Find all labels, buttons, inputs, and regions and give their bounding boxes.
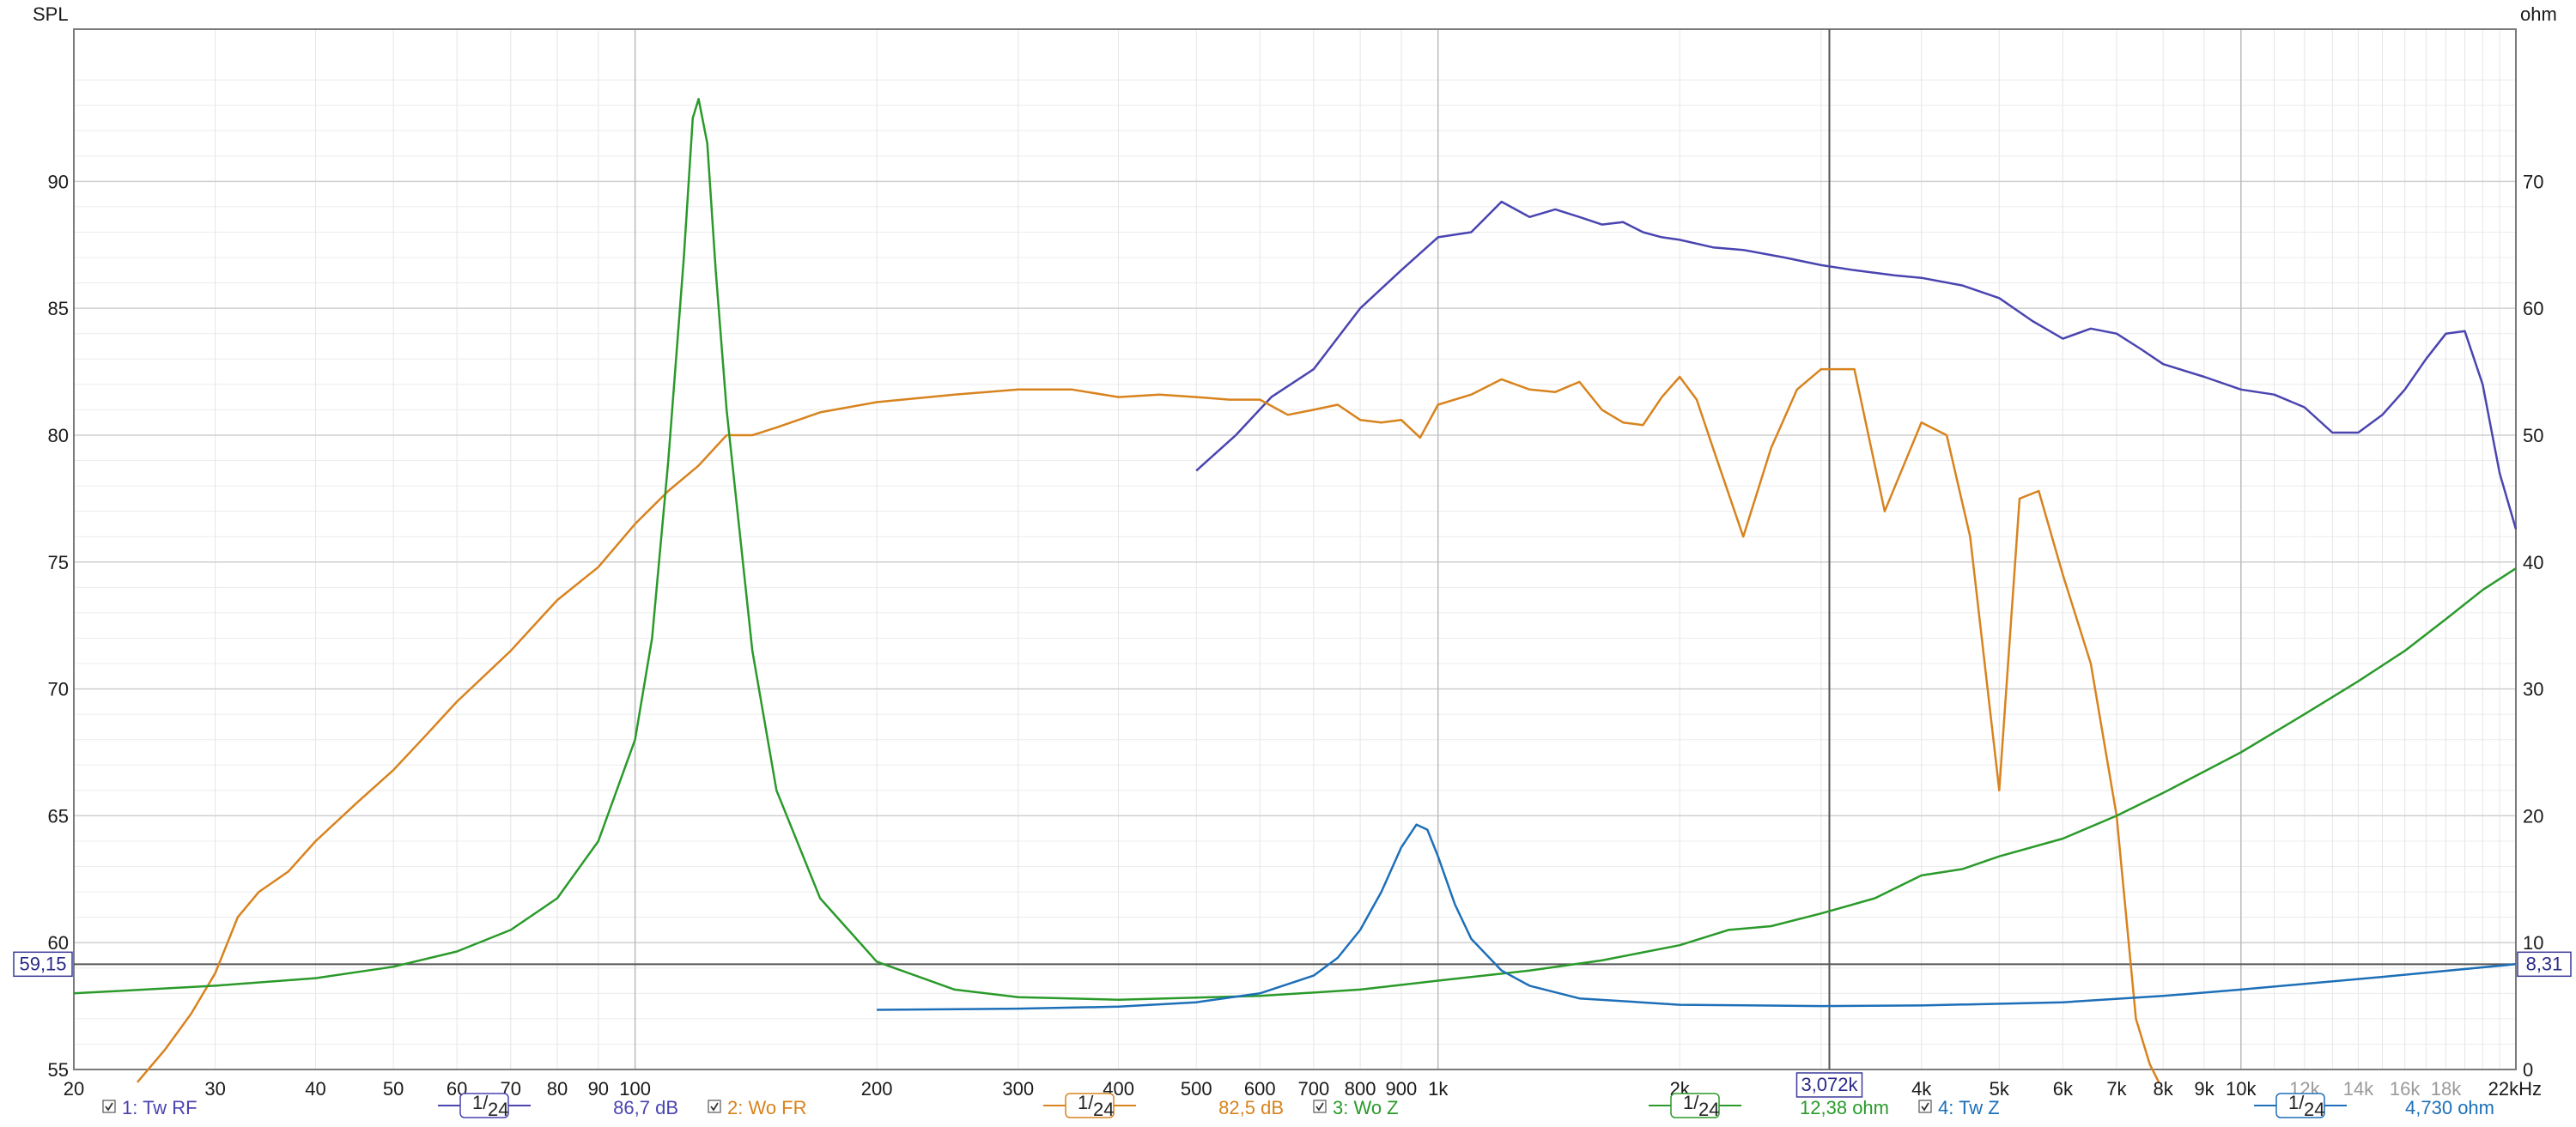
legend-series-name: 3: Wo Z	[1333, 1097, 1399, 1118]
smoothing-label-denominator: 24	[488, 1099, 508, 1120]
x-tick-label: 14k	[2343, 1078, 2374, 1100]
legend-entry-4[interactable]: 4: Tw Z 1/24 4,730 ohm	[1918, 1092, 2494, 1120]
right-tick-label: 60	[2523, 298, 2543, 319]
x-tick-label: 16k	[2390, 1078, 2421, 1100]
legend-readout: 4,730 ohm	[2405, 1097, 2494, 1118]
smoothing-label: 1/	[1683, 1092, 1699, 1113]
x-tick-label: 10k	[2226, 1078, 2257, 1100]
left-tick-label: 55	[48, 1059, 69, 1081]
legend-entry-3[interactable]: 3: Wo Z 1/24 12,38 ohm	[1313, 1092, 1889, 1120]
x-tick-label: 22kHz	[2488, 1078, 2542, 1100]
legend-readout: 82,5 dB	[1218, 1097, 1284, 1118]
smoothing-selector[interactable]	[2275, 1093, 2325, 1118]
legend-checkbox[interactable]	[102, 1100, 116, 1113]
smoothing-selector[interactable]	[1065, 1093, 1115, 1118]
x-tick-label: 6k	[2053, 1078, 2074, 1100]
check-icon	[105, 1102, 113, 1112]
legend-checkbox[interactable]	[1918, 1100, 1932, 1113]
x-tick-label: 20	[64, 1078, 84, 1100]
series-line-4	[877, 823, 2517, 1011]
smoothing-selector[interactable]	[459, 1093, 509, 1118]
right-tick-label: 10	[2523, 932, 2543, 954]
legend-entry-1[interactable]: 1: Tw RF 1/24 86,7 dB	[102, 1092, 678, 1120]
x-tick-label: 9k	[2194, 1078, 2215, 1100]
right-tick-label: 30	[2523, 679, 2543, 700]
x-tick-label: 90	[588, 1078, 609, 1100]
left-tick-label: 80	[48, 425, 69, 446]
x-tick-label: 7k	[2106, 1078, 2127, 1100]
smoothing-label-denominator: 24	[2304, 1099, 2324, 1120]
x-tick-label: 700	[1297, 1078, 1329, 1100]
x-tick-label: 200	[861, 1078, 893, 1100]
right-tick-label: 0	[2523, 1059, 2533, 1081]
x-tick-label: 600	[1244, 1078, 1276, 1100]
cursor-left-readout: 59,15	[13, 951, 73, 978]
smoothing-label: 1/	[2288, 1092, 2305, 1113]
x-tick-label: 80	[547, 1078, 568, 1100]
x-tick-label: 1k	[1428, 1078, 1449, 1100]
smoothing-label-denominator: 24	[1093, 1099, 1114, 1120]
legend-bar: 1: Tw RF 1/24 86,7 dB 2: Wo FR 1/24 82,5 dB 3:…	[102, 1092, 2494, 1120]
x-tick-label: 4k	[1911, 1078, 1932, 1100]
right-tick-label: 40	[2523, 552, 2543, 573]
smoothing-selector[interactable]	[1670, 1093, 1720, 1118]
x-tick-label: 300	[1002, 1078, 1034, 1100]
plot-frame	[73, 28, 2517, 1070]
cursor-left-readout-text: 59,15	[19, 953, 66, 974]
left-tick-label: 85	[48, 298, 69, 319]
right-tick-label: 70	[2523, 171, 2543, 192]
left-axis-title: SPL	[33, 3, 69, 25]
x-tick-label: 30	[204, 1078, 225, 1100]
series-line-1	[1195, 200, 2518, 530]
check-icon	[1921, 1102, 1929, 1112]
x-tick-label: 8k	[2154, 1078, 2174, 1100]
series-line-3	[73, 98, 2517, 1001]
cursor-x-readout-text: 3,072k	[1801, 1074, 1858, 1095]
x-tick-label: 18k	[2431, 1078, 2462, 1100]
right-tick-label: 20	[2523, 805, 2543, 827]
right-axis-title: ohm	[2520, 3, 2557, 25]
x-tick-label: 800	[1345, 1078, 1376, 1100]
cursor-right-readout: 8,31	[2517, 951, 2572, 978]
right-tick-label: 50	[2523, 425, 2543, 446]
x-tick-label: 40	[305, 1078, 325, 1100]
legend-series-name: 4: Tw Z	[1938, 1097, 2000, 1118]
series-layer	[73, 98, 2518, 1083]
left-tick-label: 90	[48, 171, 69, 192]
x-tick-label: 900	[1386, 1078, 1418, 1100]
x-tick-label: 5k	[1990, 1078, 2010, 1100]
x-tick-label: 50	[383, 1078, 404, 1100]
cursor-labels: 59,15 8,31 3,072k	[13, 951, 2572, 1098]
legend-checkbox[interactable]	[1313, 1100, 1327, 1113]
cursor-right-readout-text: 8,31	[2526, 953, 2563, 974]
smoothing-label: 1/	[1078, 1092, 1094, 1113]
legend-readout: 86,7 dB	[613, 1097, 678, 1118]
legend-series-name: 1: Tw RF	[122, 1097, 197, 1118]
check-icon	[1315, 1102, 1324, 1112]
cursor-crosshair[interactable]	[74, 29, 2516, 1069]
left-tick-label: 75	[48, 552, 69, 573]
series-line-2	[137, 367, 2160, 1083]
legend-checkbox[interactable]	[708, 1100, 721, 1113]
smoothing-label-denominator: 24	[1698, 1099, 1719, 1120]
left-tick-label: 60	[48, 932, 69, 954]
left-tick-label: 70	[48, 679, 69, 700]
x-tick-label: 500	[1181, 1078, 1212, 1100]
legend-readout: 12,38 ohm	[1800, 1097, 1889, 1118]
check-icon	[710, 1102, 719, 1112]
axes-text: SPL ohm 55606570758085900102030405060702…	[33, 3, 2557, 1100]
cursor-x-readout: 3,072k	[1795, 1072, 1863, 1098]
legend-entry-2[interactable]: 2: Wo FR 1/24 82,5 dB	[708, 1092, 1284, 1120]
x-tick-label: 100	[619, 1078, 651, 1100]
legend-series-name: 2: Wo FR	[727, 1097, 807, 1118]
left-tick-label: 65	[48, 805, 69, 827]
smoothing-label: 1/	[472, 1092, 489, 1113]
